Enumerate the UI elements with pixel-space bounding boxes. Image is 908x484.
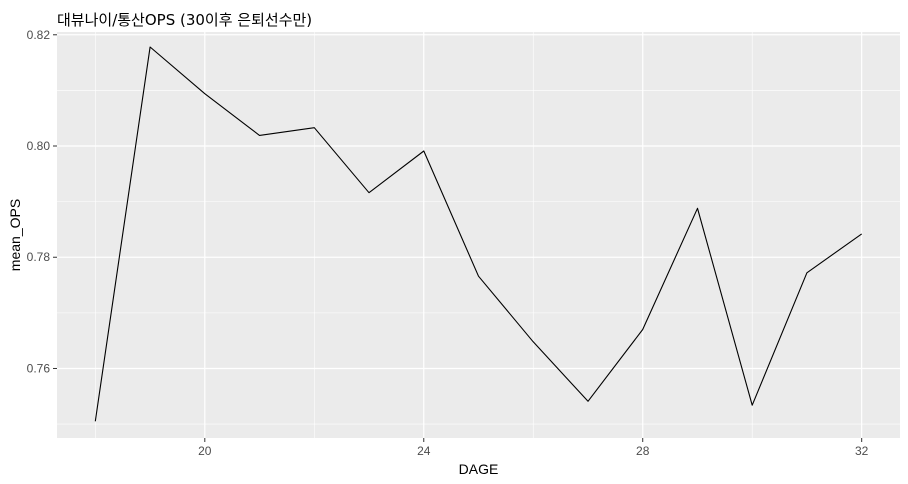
x-tick-label: 28 (636, 444, 650, 458)
series-line (94, 46, 863, 422)
x-tick-label: 20 (198, 444, 212, 458)
x-tick-label: 32 (855, 444, 869, 458)
y-axis-title: mean_OPS (7, 199, 23, 271)
x-tick-label: 24 (417, 444, 431, 458)
y-axis: 0.76 0.78 0.80 0.82 (27, 28, 57, 375)
series-layer (94, 46, 863, 422)
x-axis: 20 24 28 32 (198, 438, 869, 458)
y-tick-label: 0.80 (27, 139, 51, 153)
minor-gridlines (57, 32, 900, 438)
chart-title: 대뷰나이/통산OPS (30이후 은퇴선수만) (57, 11, 312, 29)
plot-panel (57, 32, 900, 438)
y-tick-label: 0.82 (27, 28, 51, 42)
y-tick-label: 0.78 (27, 250, 51, 264)
major-gridlines (57, 32, 900, 438)
y-tick-label: 0.76 (27, 361, 51, 375)
x-axis-title: DAGE (459, 461, 499, 477)
